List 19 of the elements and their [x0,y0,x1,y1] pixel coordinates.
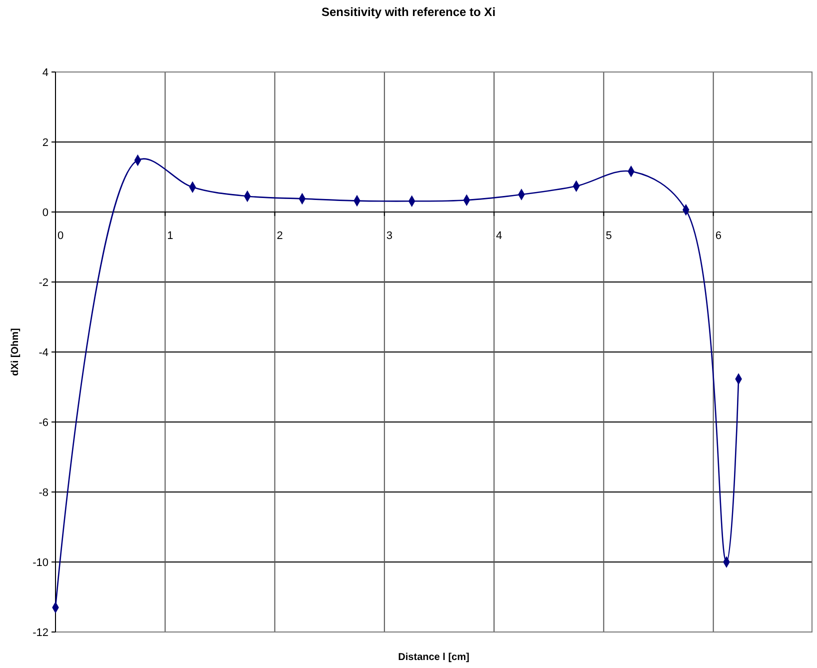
x-tick-label: 6 [715,230,722,242]
x-tick-label: 3 [386,230,393,242]
y-tick-label: -12 [32,626,48,639]
x-tick-label: 1 [167,230,174,242]
x-tick-label: 2 [276,230,283,242]
y-tick-label: 2 [42,136,48,149]
x-tick-label: 4 [496,230,502,242]
x-axis-title: Distance l [cm] [398,652,470,663]
x-tick-label: 0 [58,230,64,242]
x-tick-label: 5 [606,230,612,242]
y-tick-label: -8 [38,486,48,499]
y-tick-label: 0 [42,206,48,219]
y-tick-label: -4 [38,346,48,359]
chart-title: Sensitivity with reference to Xi [321,5,496,19]
y-axis-title: dXi [Ohm] [10,328,21,376]
y-tick-label: -10 [32,556,48,569]
y-tick-label: 4 [42,66,48,79]
y-tick-label: -2 [38,276,48,289]
y-tick-label: -6 [38,416,48,429]
